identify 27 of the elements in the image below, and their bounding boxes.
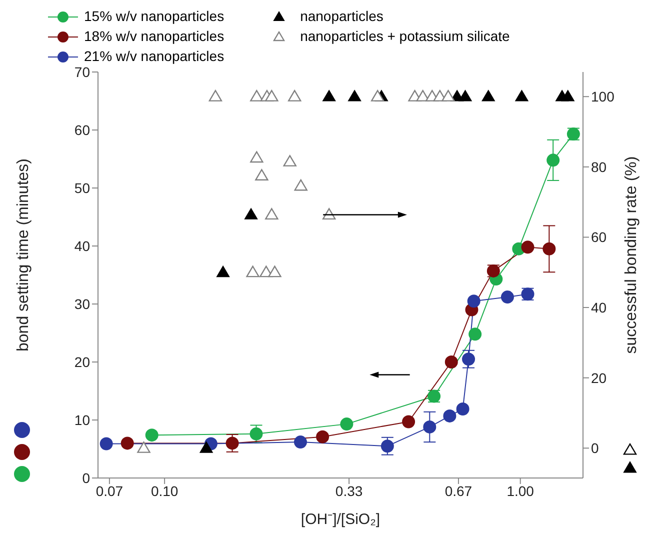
x-tick-label: 0.67 [444, 482, 472, 499]
y2-tick-label: 40 [591, 299, 607, 316]
y-tick-label: 20 [74, 354, 90, 370]
y2-tick-label: 60 [591, 229, 607, 246]
y-tick-label: 0 [82, 470, 90, 486]
legend-label: 21% w/v nanoparticles [83, 48, 224, 66]
x-axis-title: [OH⁻]/[SiO₂] [300, 511, 380, 528]
x-tick-label: 0.10 [150, 482, 178, 499]
y2-axis-title: successful bonding rate (%) [623, 156, 640, 354]
y-tick-label: 10 [74, 412, 90, 428]
y-tick-label: 70 [74, 64, 90, 80]
y2-tick-label: 100 [591, 88, 615, 105]
legend-label: nanoparticles + potassium silicate [299, 28, 510, 46]
y-tick-label: 60 [74, 122, 90, 138]
legend-label: nanoparticles [299, 8, 384, 26]
y-tick-label: 30 [74, 296, 90, 312]
y-tick-label: 40 [74, 238, 90, 254]
legend-label: 18% w/v nanoparticles [83, 28, 224, 46]
x-tick-label: 0.07 [96, 482, 124, 499]
y2-tick-label: 0 [591, 440, 599, 456]
y-tick-label: 50 [74, 180, 90, 196]
x-tick-label: 0.33 [335, 482, 363, 499]
x-tick-label: 1.00 [506, 482, 534, 499]
y2-tick-label: 20 [591, 370, 607, 386]
y-axis-title: bond setting time (minutes) [15, 158, 32, 352]
y2-tick-label: 80 [591, 158, 607, 175]
legend-label: 15% w/v nanoparticles [83, 8, 224, 26]
